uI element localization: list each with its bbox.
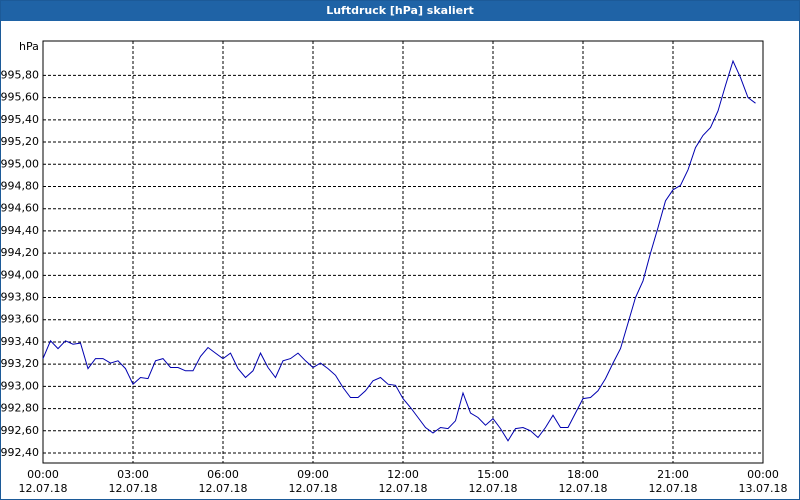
x-tick-label: 21:00 12.07.18	[648, 468, 698, 495]
y-tick-label: 994,40	[1, 224, 39, 237]
y-tick-label: 995,00	[1, 157, 39, 170]
x-tick-label: 18:00 12.07.18	[558, 468, 608, 495]
y-tick-label: 993,40	[1, 335, 39, 348]
y-tick-label: 994,20	[1, 246, 39, 259]
y-tick-label: 992,40	[1, 446, 39, 459]
chart-title: Luftdruck [hPa] skaliert	[1, 1, 799, 21]
y-tick-label: 994,60	[1, 202, 39, 215]
x-tick-label: 09:00 12.07.18	[288, 468, 338, 495]
y-tick-label: 995,40	[1, 113, 39, 126]
y-tick-label: 993,60	[1, 313, 39, 326]
data-line	[42, 59, 756, 442]
y-tick-label: 993,80	[1, 291, 39, 304]
x-tick-label: 00:00 12.07.18	[18, 468, 68, 495]
y-tick-label: 994,00	[1, 268, 39, 281]
x-tick-label: 12:00 12.07.18	[378, 468, 428, 495]
y-unit: hPa	[19, 40, 39, 53]
x-tick-label: 15:00 12.07.18	[468, 468, 518, 495]
y-tick-label: 994,80	[1, 179, 39, 192]
x-tick-label: 03:00 12.07.18	[108, 468, 158, 495]
y-tick-label: 993,00	[1, 379, 39, 392]
y-tick-label: 993,20	[1, 357, 39, 370]
plot-frame	[42, 40, 764, 464]
y-tick-label: 992,80	[1, 402, 39, 415]
y-tick-label: 995,20	[1, 135, 39, 148]
x-tick-label: 00:00 13.07.18	[738, 468, 788, 495]
y-tick-label: 995,60	[1, 91, 39, 104]
x-tick-label: 06:00 12.07.18	[198, 468, 248, 495]
y-tick-label: 995,80	[1, 68, 39, 81]
y-tick-label: 992,60	[1, 424, 39, 437]
